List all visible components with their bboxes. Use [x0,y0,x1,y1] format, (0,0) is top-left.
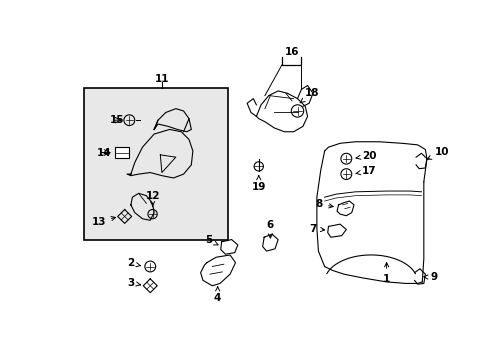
Text: 9: 9 [423,273,436,282]
Text: 18: 18 [300,88,319,103]
Bar [114,147,128,158]
Text: 6: 6 [266,220,273,238]
Text: 2: 2 [127,258,140,269]
Text: 10: 10 [427,147,448,159]
Text: 13: 13 [91,216,115,227]
Text: 3: 3 [127,278,140,288]
Text: 4: 4 [214,287,221,303]
Text: 15: 15 [109,115,124,125]
Text: 17: 17 [355,166,376,176]
Text: 1: 1 [382,263,389,284]
Text: 14: 14 [96,148,111,158]
Text: 19: 19 [251,176,265,192]
Text: 7: 7 [309,224,324,234]
Text: 12: 12 [145,191,160,207]
Text: 8: 8 [315,199,332,209]
Text: 5: 5 [204,235,218,246]
Text: 16: 16 [284,48,299,58]
Text: 20: 20 [355,151,376,161]
Text: 11: 11 [154,73,169,84]
Bar [84,88,227,239]
